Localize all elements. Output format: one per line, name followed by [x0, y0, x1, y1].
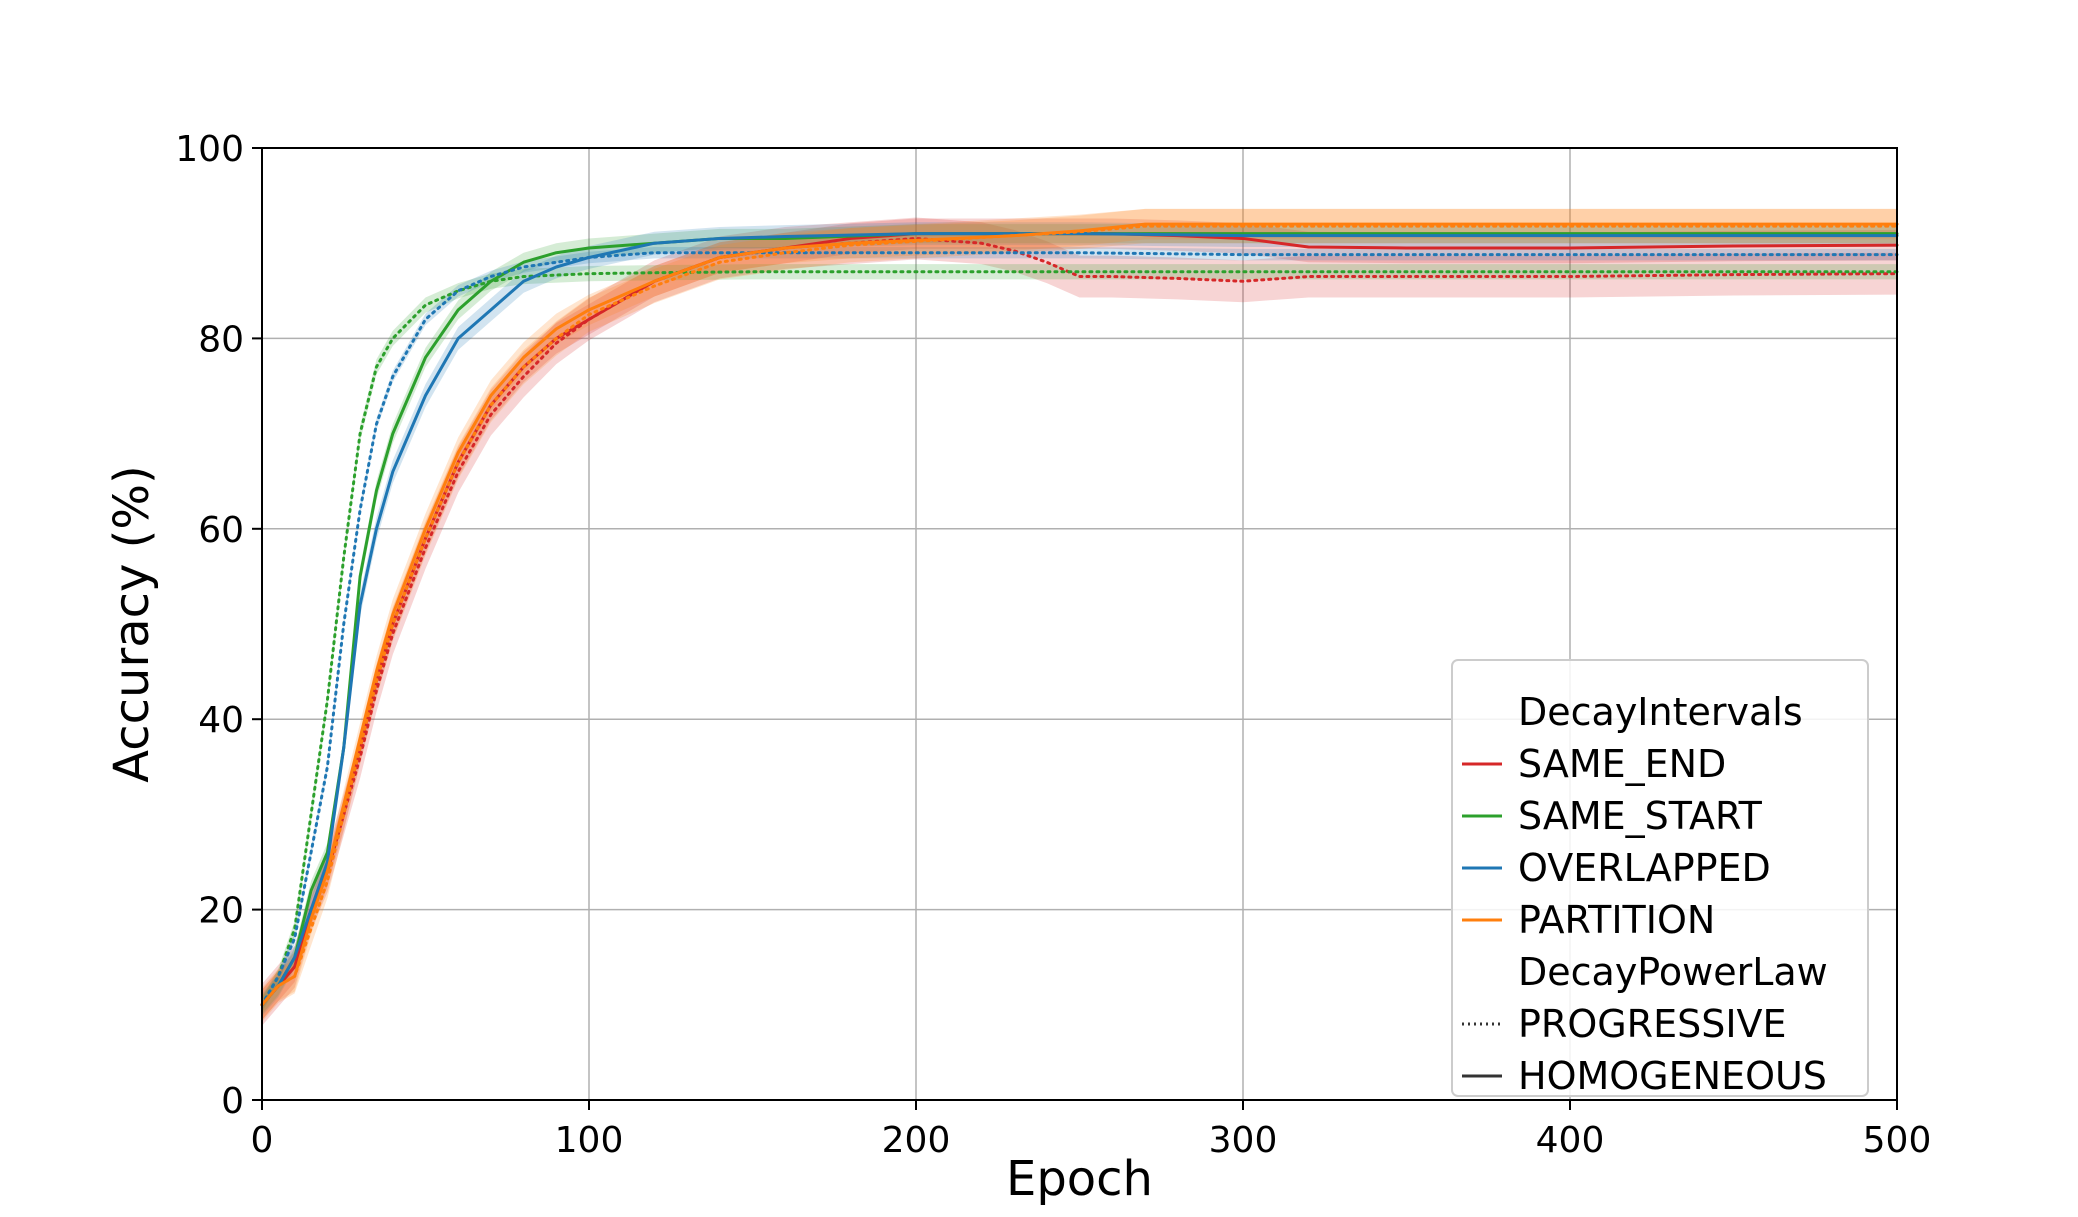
series-line-partition-homogeneous	[260, 222, 1899, 1007]
legend-entry-label: OVERLAPPED	[1518, 846, 1771, 890]
legend-entry-label: SAME_END	[1518, 742, 1726, 786]
legend-group-title: DecayIntervals	[1518, 690, 1803, 734]
legend-group-title: DecayPowerLaw	[1518, 950, 1828, 994]
confidence-bands	[262, 208, 1897, 1026]
y-tick-label: 0	[221, 1081, 244, 1122]
x-tick-label: 400	[1536, 1120, 1605, 1161]
y-axis-label: Accuracy (%)	[104, 465, 160, 782]
y-tick-label: 80	[198, 319, 244, 360]
series-line-same-start-progressive	[260, 270, 1899, 1007]
plot-frame	[261, 147, 1898, 1101]
y-tick-label: 20	[198, 891, 244, 932]
y-tick-label: 60	[198, 510, 244, 551]
legend: DecayIntervals SAME_END SAME_START OVERLAPP…	[1451, 659, 1869, 1098]
axis-ticks: 0 100 200 300 400 500 0 20 40 60 80 100	[175, 129, 1931, 1161]
series-line-overlapped-homogeneous	[260, 232, 1899, 1007]
legend-entry-label: HOMOGENEOUS	[1518, 1054, 1827, 1098]
x-tick-label: 300	[1209, 1120, 1278, 1161]
legend-box	[1451, 659, 1869, 1097]
legend-entry-label: PARTITION	[1518, 898, 1715, 942]
x-axis-label: Epoch	[1006, 1151, 1153, 1207]
legend-entry-label: SAME_START	[1518, 794, 1763, 838]
series-line-partition-progressive	[260, 224, 1899, 1007]
legend-entry-label: PROGRESSIVE	[1518, 1002, 1787, 1046]
y-tick-label: 100	[175, 129, 244, 170]
band-overlapped-progressive	[262, 247, 1897, 1011]
y-tick-label: 40	[198, 700, 244, 741]
x-tick-label: 200	[882, 1120, 951, 1161]
x-tick-label: 100	[555, 1120, 624, 1161]
x-tick-label: 500	[1863, 1120, 1932, 1161]
x-tick-label: 0	[251, 1120, 274, 1161]
series-lines	[260, 222, 1899, 1007]
